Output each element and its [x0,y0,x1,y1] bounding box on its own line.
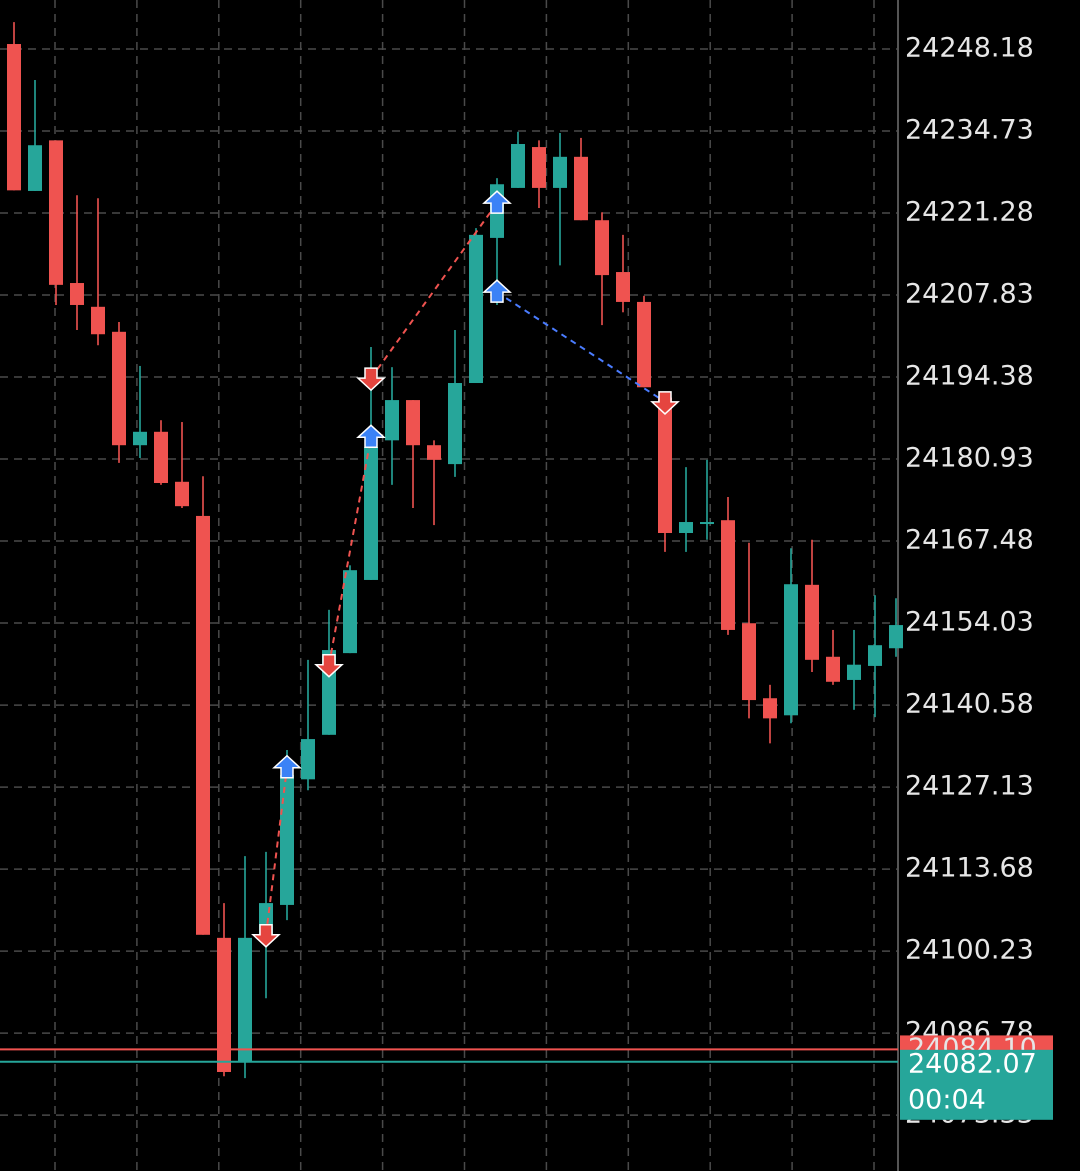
candle-body [448,383,462,465]
candle-body [91,306,105,335]
y-tick-label: 24234.73 [905,115,1034,146]
candle-body [763,698,777,719]
candle-body [28,145,42,191]
signal-arrow [356,424,386,449]
candle-body [7,44,21,191]
candle-body [889,625,903,649]
candle-body [784,584,798,716]
candle-body [805,584,819,660]
y-tick-label: 24113.68 [905,853,1034,884]
y-tick-label: 24100.23 [905,935,1034,966]
candle-body [469,234,483,384]
last-price-label: 24082.07 [908,1048,1037,1079]
signal-arrow [314,653,344,678]
candle-body [406,400,420,446]
candle-body [427,445,441,460]
candle-body [742,623,756,701]
y-tick-label: 24154.03 [905,607,1034,638]
signal-arrow [650,391,680,415]
y-tick-label: 24194.38 [905,361,1034,392]
candle-body [175,481,189,507]
candle-body [847,664,861,680]
candle-body [364,447,378,580]
candle-body [721,520,735,630]
signal-arrow [482,190,512,214]
candle-body [868,645,882,666]
signal-arrow [482,279,512,303]
candle-body [301,739,315,780]
signal-link [496,291,666,403]
candle-body [679,522,693,534]
last-price-box [900,1049,1053,1120]
candle-body [112,331,126,446]
signal-link [370,202,498,379]
y-tick-label: 24248.18 [905,33,1034,64]
candle-body [154,431,168,484]
candle-body [574,156,588,221]
signal-arrow [251,924,281,948]
y-tick-label: 24167.48 [905,525,1034,556]
y-tick-label: 24221.28 [905,197,1034,228]
candle-body [826,656,840,682]
candle-body [133,431,147,446]
candle-body [616,272,630,302]
signal-arrow [356,367,386,392]
signal-arrow [272,754,302,779]
y-tick-label: 24180.93 [905,443,1034,474]
countdown-label: 00:04 [908,1084,986,1115]
candle-body [238,937,252,1063]
candle-body [343,570,357,654]
candle-body [658,397,672,534]
candle-body [385,400,399,441]
candle-body [196,515,210,935]
y-tick-label: 24140.58 [905,689,1034,720]
candle-body [700,522,714,525]
y-tick-label: 24207.83 [905,279,1034,310]
signal-link [328,437,372,665]
candle-body [532,147,546,188]
candle-body [637,301,651,388]
y-tick-label: 24127.13 [905,771,1034,802]
candle-body [217,937,231,1072]
candle-body [553,156,567,188]
candle-body [511,144,525,188]
candle-body [70,283,84,305]
candle-body [280,775,294,905]
candle-body [595,220,609,276]
candle-body [49,140,63,285]
